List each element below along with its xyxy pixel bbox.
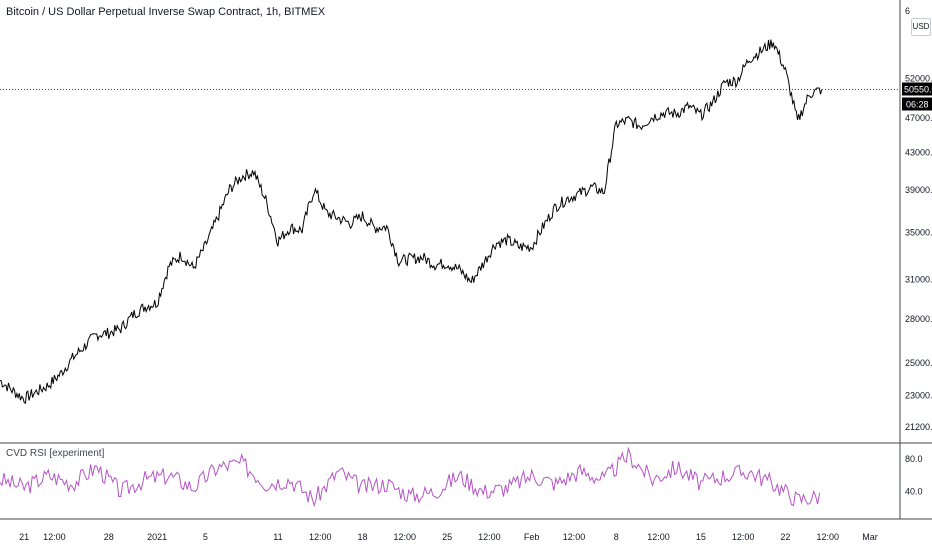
price-series-layer [0,39,900,405]
price-tick-label: 43000.0 [905,147,932,157]
last-price-badge [902,82,932,96]
price-tick-label: 28000.0 [905,314,932,324]
time-tick-label: 18 [357,532,367,542]
time-tick-label: 21 [19,532,29,542]
price-tick-label: 23000.0 [905,390,932,400]
time-tick-label: 12:00 [309,532,332,542]
price-tick-label: 31000.0 [905,274,932,284]
time-tick-label: 28 [104,532,114,542]
time-tick-label: 8 [614,532,619,542]
rsi-series-line [0,446,821,508]
top-tick-label: 6 [905,6,911,16]
countdown-label: 06:28 [906,100,929,110]
currency-button[interactable]: USD [911,18,931,36]
time-tick-label: 5 [203,532,208,542]
rsi-tick-label: 40.0 [905,487,923,497]
time-tick-label: 25 [442,532,452,542]
chart-title: Bitcoin / US Dollar Perpetual Inverse Sw… [6,6,326,18]
time-tick-label: 12:00 [563,532,586,542]
price-tick-label: 47000.0 [905,113,932,123]
price-tick-label: 21200.0 [905,422,932,432]
time-tick-label: 11 [273,532,282,542]
time-tick-label: Mar [862,532,878,542]
time-tick-label: 12:00 [394,532,417,542]
time-tick-label: 22 [780,532,790,542]
price-tick-label: 52000.0 [905,74,932,84]
time-tick-label: 2021 [147,532,167,542]
last-price-label: 50550.0 [904,85,932,95]
indicator-title: CVD RSI [experiment] [6,448,105,459]
rsi-tick-label: 80.0 [905,454,923,464]
time-tick-label: 15 [696,532,706,542]
time-tick-label: Feb [524,532,540,542]
price-tick-label: 35000.0 [905,227,932,237]
price-tick-label: 39000.0 [905,185,932,195]
time-tick-label: 12:00 [478,532,501,542]
axis-layer: 52000.0 47000.0 43000.0 39000.0 35000.0 31000… [0,0,932,542]
price-tick-label: 25000.0 [905,358,932,368]
time-tick-label: 12:00 [732,532,755,542]
price-series-line [0,39,823,405]
time-tick-label: 12:00 [43,532,66,542]
countdown-badge [902,97,932,111]
time-tick-label: 12:00 [816,532,839,542]
rsi-series-layer [0,446,821,508]
time-tick-label: 12:00 [647,532,670,542]
